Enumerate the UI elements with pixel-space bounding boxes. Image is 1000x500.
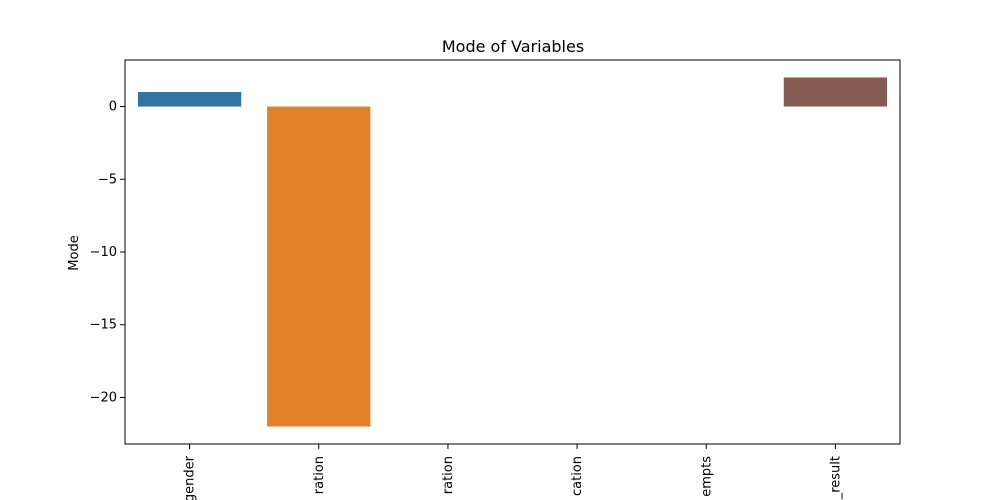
- y-tick-label-1: −5: [98, 172, 117, 187]
- chart-title: Mode of Variables: [442, 37, 584, 56]
- bar-1: [267, 106, 371, 427]
- x-tick-label-0: gender: [183, 455, 198, 500]
- y-tick-label-0: 0: [109, 100, 117, 115]
- bar-0: [137, 92, 242, 107]
- y-tick-label-3: −15: [90, 318, 117, 333]
- bar-5: [783, 77, 888, 107]
- y-axis-label: Mode: [67, 235, 82, 270]
- x-tick-label-5: _result: [828, 456, 843, 500]
- plot-frame: [124, 59, 901, 445]
- y-tick-label-4: −20: [90, 390, 117, 405]
- y-tick-label-2: −10: [90, 245, 117, 260]
- x-tick-label-2: ration: [441, 456, 456, 494]
- x-tick-label-3: cation: [570, 456, 585, 496]
- plot-area: 0 −5 −10 −15 −20 gender ration ration cation empt…: [90, 59, 901, 500]
- x-tick-label-4: empts: [699, 456, 714, 497]
- x-tick-label-1: ration: [312, 456, 327, 494]
